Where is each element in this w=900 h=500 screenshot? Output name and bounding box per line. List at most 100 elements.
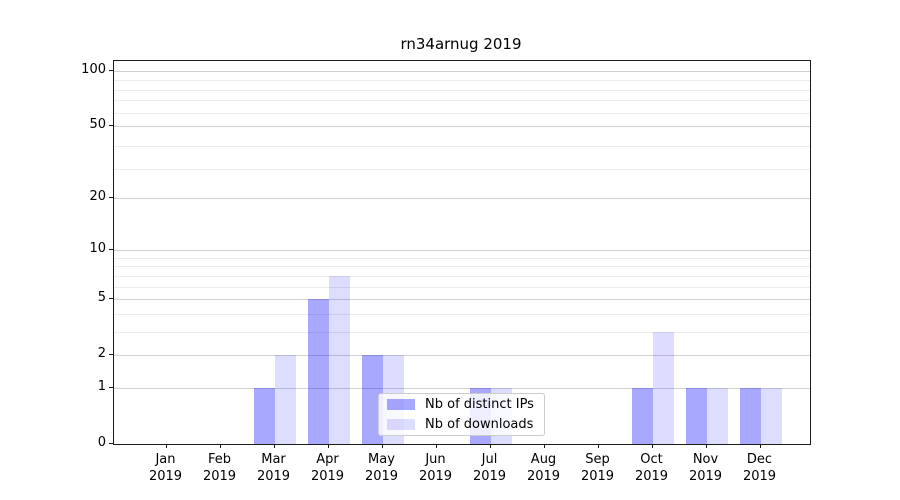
y-tick-label-20: 20 (89, 188, 106, 204)
minor-gridline (114, 275, 810, 277)
x-tick-mark (165, 444, 167, 448)
major-gridline (114, 299, 810, 301)
y-tick-mark (109, 196, 113, 198)
bar-mar-distinct-ips (253, 387, 275, 444)
minor-gridline (114, 313, 810, 315)
x-tick-mark (543, 444, 545, 448)
x-tick-label-oct: Oct 2019 (622, 451, 682, 485)
x-tick-year: 2019 (364, 469, 399, 484)
x-tick-month: May (368, 452, 395, 467)
x-tick-year: 2019 (148, 469, 183, 484)
y-tick-label-2: 2 (97, 346, 106, 362)
bar-nov-distinct-ips (685, 387, 707, 444)
x-tick-year: 2019 (202, 469, 237, 484)
x-tick-month: Jul (481, 452, 498, 467)
minor-gridline (114, 266, 810, 268)
x-tick-label-aug: Aug 2019 (514, 451, 574, 485)
x-tick-mark (651, 444, 653, 448)
x-tick-mark (219, 444, 221, 448)
y-tick-label-50: 50 (89, 117, 106, 133)
x-tick-month: Jan (155, 452, 176, 467)
x-tick-mark (489, 444, 491, 448)
x-tick-year: 2019 (526, 469, 561, 484)
x-tick-year: 2019 (634, 469, 669, 484)
x-tick-year: 2019 (310, 469, 345, 484)
bar-oct-downloads (652, 331, 674, 444)
x-tick-month: Dec (746, 452, 773, 467)
y-tick-mark (109, 249, 113, 251)
y-tick-mark (109, 386, 113, 388)
legend-row-distinct-ips: Nb of distinct IPs (379, 396, 544, 413)
major-gridline (114, 355, 810, 357)
y-tick-mark (109, 443, 113, 444)
x-tick-label-sep: Sep 2019 (568, 451, 628, 485)
x-tick-label-nov: Nov 2019 (676, 451, 736, 485)
legend-label-distinct-ips: Nb of distinct IPs (425, 397, 534, 412)
y-tick-label-10: 10 (89, 241, 106, 257)
x-tick-label-jan: Jan 2019 (136, 451, 196, 485)
bar-dec-distinct-ips (739, 387, 761, 444)
x-tick-month: Feb (207, 452, 232, 467)
minor-gridline (114, 257, 810, 259)
x-tick-mark (273, 444, 275, 448)
y-tick-label-5: 5 (97, 290, 106, 306)
x-tick-label-jun: Jun 2019 (406, 451, 466, 485)
legend-swatch-downloads-icon (387, 419, 415, 430)
x-tick-year: 2019 (256, 469, 291, 484)
y-tick-label-1: 1 (97, 378, 106, 394)
bar-apr-downloads (328, 275, 350, 444)
chart-title: rn34arnug 2019 (400, 35, 522, 53)
bar-dec-downloads (760, 387, 782, 444)
minor-gridline (114, 112, 810, 114)
x-tick-mark (381, 444, 383, 448)
x-tick-month: Apr (316, 452, 339, 467)
minor-gridline (114, 100, 810, 102)
x-tick-mark (705, 444, 707, 448)
bar-may-distinct-ips (361, 355, 383, 444)
x-tick-year: 2019 (418, 469, 453, 484)
x-tick-mark (759, 444, 761, 448)
major-gridline (114, 197, 810, 199)
y-tick-mark (109, 125, 113, 127)
minor-gridline (114, 145, 810, 147)
x-tick-label-jul: Jul 2019 (460, 451, 520, 485)
major-gridline (114, 126, 810, 128)
y-tick-mark (109, 354, 113, 356)
x-tick-year: 2019 (742, 469, 777, 484)
x-tick-month: Jun (425, 452, 446, 467)
bar-oct-distinct-ips (631, 387, 653, 444)
minor-gridline (114, 80, 810, 82)
x-tick-label-apr: Apr 2019 (298, 451, 358, 485)
y-tick-mark (109, 69, 113, 71)
plot-area: Nb of distinct IPs Nb of downloads (113, 60, 811, 445)
x-tick-year: 2019 (688, 469, 723, 484)
x-tick-month: Oct (640, 452, 663, 467)
x-tick-mark (327, 444, 329, 448)
bar-nov-downloads (706, 387, 728, 444)
y-tick-label-100: 100 (81, 61, 106, 77)
minor-gridline (114, 331, 810, 333)
legend-label-downloads: Nb of downloads (425, 417, 534, 432)
x-tick-month: Mar (261, 452, 286, 467)
minor-gridline (114, 89, 810, 91)
x-tick-mark (597, 444, 599, 448)
x-tick-label-may: May 2019 (352, 451, 412, 485)
minor-gridline (114, 169, 810, 170)
x-tick-month: Nov (692, 452, 719, 467)
x-tick-year: 2019 (580, 469, 615, 484)
y-tick-mark (109, 298, 113, 300)
major-gridline (114, 250, 810, 252)
x-tick-mark (435, 444, 437, 448)
minor-gridline (114, 286, 810, 288)
x-tick-label-dec: Dec 2019 (730, 451, 790, 485)
x-tick-label-feb: Feb 2019 (190, 451, 250, 485)
bar-mar-downloads (274, 355, 296, 444)
legend-row-downloads: Nb of downloads (379, 416, 544, 433)
major-gridline (114, 70, 810, 72)
legend: Nb of distinct IPs Nb of downloads (378, 393, 545, 436)
bar-apr-distinct-ips (307, 299, 329, 444)
y-tick-label-0: 0 (97, 435, 106, 450)
x-tick-year: 2019 (472, 469, 507, 484)
x-tick-label-mar: Mar 2019 (244, 451, 304, 485)
